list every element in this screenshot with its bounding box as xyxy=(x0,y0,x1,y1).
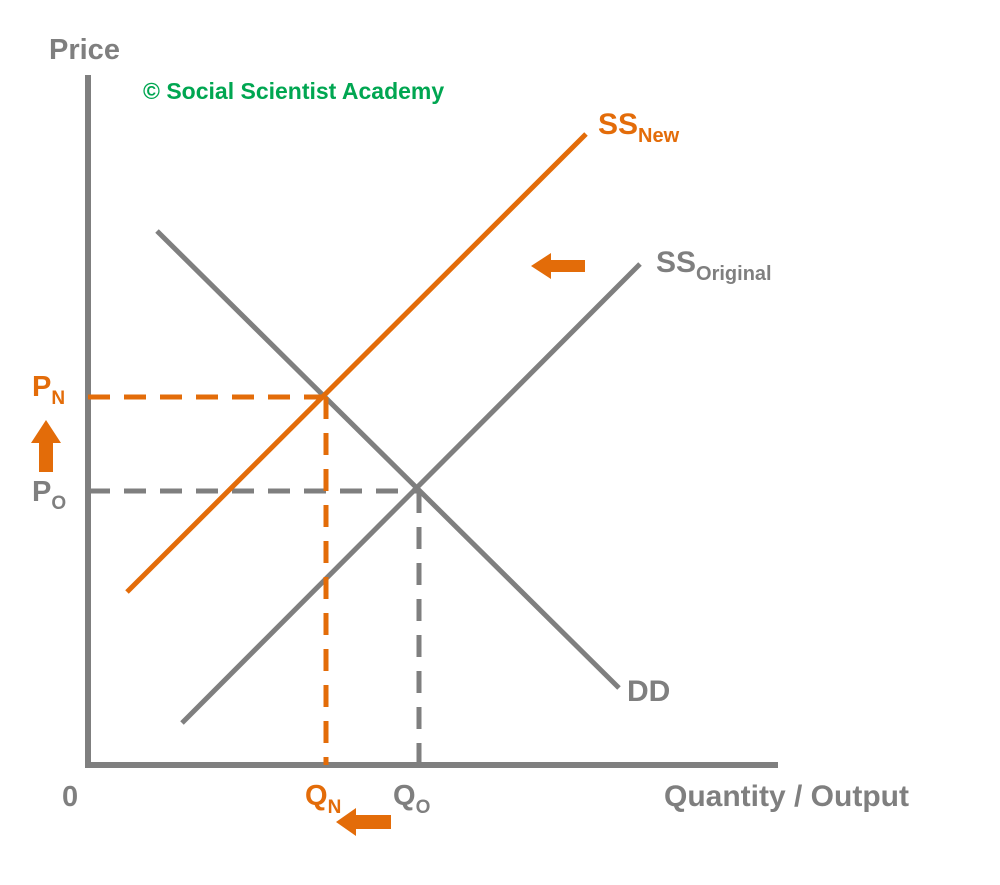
po-label-main: P xyxy=(32,476,51,508)
ss-original-label-main: SS xyxy=(656,246,696,279)
pn-label: PN xyxy=(32,371,65,409)
qn-label-sub: N xyxy=(328,797,342,818)
qo-label-sub: O xyxy=(416,797,431,818)
po-label: PO xyxy=(32,476,66,514)
po-label-sub: O xyxy=(51,493,66,514)
qn-label: QN xyxy=(305,780,341,818)
demand-curve-dd xyxy=(155,229,621,690)
qn-label-main: Q xyxy=(305,780,328,812)
watermark-text: © Social Scientist Academy xyxy=(143,78,444,104)
supply-curve-original xyxy=(180,262,642,725)
dd-label: DD xyxy=(627,675,670,708)
qo-label: QO xyxy=(393,780,430,818)
y-axis-label: Price xyxy=(49,34,120,66)
pn-label-main: P xyxy=(32,371,51,403)
ss-new-label: SSNew xyxy=(598,108,680,147)
x-axis-label: Quantity / Output xyxy=(664,780,909,813)
ss-new-label-main: SS xyxy=(598,108,638,141)
quantity-left-arrow-icon xyxy=(336,808,391,836)
ss-original-label-sub: Original xyxy=(696,263,772,285)
ss-new-label-sub: New xyxy=(638,125,680,147)
supply-shift-left-arrow-icon xyxy=(531,253,585,279)
supply-curve-new xyxy=(125,132,588,594)
qo-label-main: Q xyxy=(393,780,416,812)
price-up-arrow-icon xyxy=(31,420,61,472)
ss-original-label: SSOriginal xyxy=(656,246,772,285)
origin-label: 0 xyxy=(62,781,78,813)
pn-label-sub: N xyxy=(51,388,65,409)
